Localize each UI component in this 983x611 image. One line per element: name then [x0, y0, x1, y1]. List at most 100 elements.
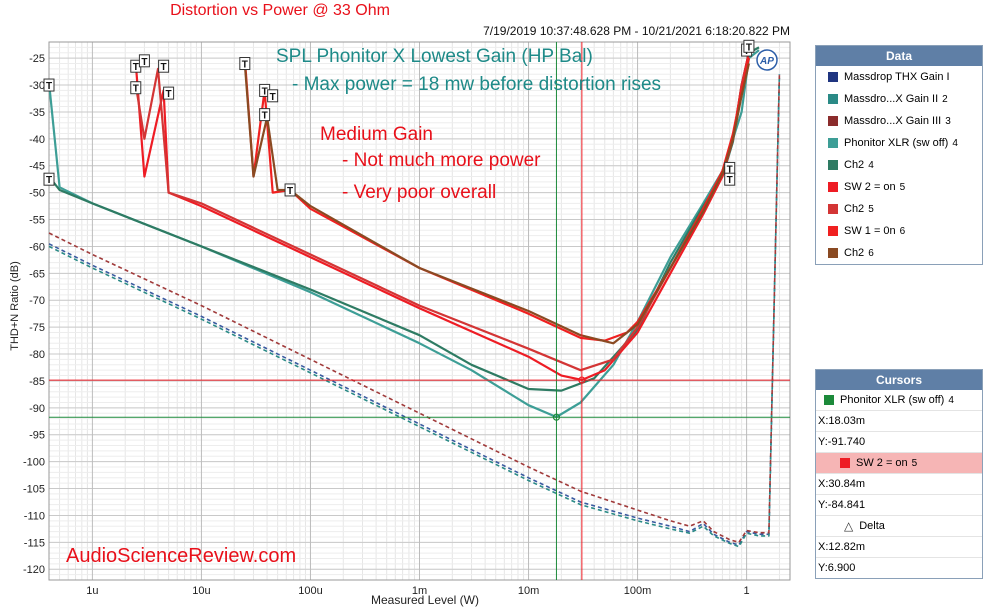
cursor-2-row[interactable]: SW 2 = on 5	[816, 453, 982, 474]
y-tick-label: -90	[29, 403, 45, 415]
legend-item[interactable]: Massdro...X Gain II 2	[816, 88, 982, 110]
y-tick-label: -100	[23, 457, 45, 469]
delta-icon: △	[844, 519, 854, 533]
grid	[48, 41, 790, 581]
threshold-marker-label: T	[727, 164, 733, 175]
x-tick-label: 1u	[86, 585, 98, 597]
cursor-1-num: 4	[948, 394, 954, 406]
y-tick-label: -50	[29, 188, 45, 200]
annotation-red-3: - Very poor overall	[342, 182, 497, 203]
threshold-marker-label: T	[262, 111, 268, 122]
threshold-marker	[43, 172, 55, 186]
legend-item[interactable]: Massdro...X Gain III 3	[816, 110, 982, 132]
cursor-2-x: X:30.84m	[816, 474, 982, 495]
y-tick-label: -60	[29, 241, 45, 253]
y-tick-label: -105	[23, 484, 45, 496]
series-line	[48, 74, 781, 544]
legend-swatch	[828, 204, 838, 214]
legend-number: 5	[899, 181, 906, 193]
annotation-teal-1: SPL Phonitor X Lowest Gain (HP Bal)	[276, 46, 593, 67]
cursor-1-row[interactable]: Phonitor XLR (sw off) 4	[816, 390, 982, 411]
timestamp: 7/19/2019 10:37:48.628 PM - 10/21/2021 6…	[483, 24, 790, 38]
ap-logo-text: AP	[759, 56, 774, 67]
series-line	[48, 74, 781, 548]
legend-swatch	[828, 160, 838, 170]
legend-label: Massdro...X Gain II	[844, 93, 939, 105]
legend-number: 4	[952, 137, 958, 149]
legend-label: Ch2	[844, 247, 865, 259]
plot-frame	[48, 41, 791, 581]
legend-item[interactable]: Massdrop THX Gain I	[816, 66, 982, 88]
legend-item[interactable]: Ch2 4	[816, 154, 982, 176]
annotation-red-2: - Not much more power	[342, 150, 541, 171]
delta-name: Delta	[859, 520, 885, 532]
legend-number: 5	[868, 203, 874, 215]
cursor-1-swatch	[824, 395, 834, 405]
legend-swatch	[828, 226, 838, 236]
threshold-marker-label: T	[133, 62, 139, 73]
legend-label: Ch2	[844, 159, 865, 171]
y-tick-label: -75	[29, 322, 45, 334]
y-tick-label: -85	[29, 376, 45, 388]
series-line	[47, 49, 760, 419]
threshold-marker-label: T	[46, 175, 52, 186]
cursor-1-y: Y:-91.740	[816, 432, 982, 453]
legend-label: Massdrop THX Gain I	[844, 71, 950, 83]
threshold-marker	[158, 59, 170, 73]
threshold-marker-label: T	[46, 81, 52, 92]
x-tick-label: 1	[744, 585, 750, 597]
threshold-marker-label: T	[746, 42, 752, 53]
cursors-title: Cursors	[816, 370, 982, 390]
series-line	[48, 46, 760, 392]
cursor-2-swatch	[840, 458, 850, 468]
y-tick-label: -115	[24, 537, 45, 549]
annotation-teal-2: - Max power = 18 mw before distortion ri…	[292, 74, 662, 95]
threshold-marker	[259, 108, 271, 122]
y-tick-label: -55	[29, 215, 45, 227]
x-tick-label: 10m	[518, 585, 539, 597]
series-line	[48, 74, 781, 546]
legend-label: SW 2 = on	[844, 181, 896, 193]
threshold-marker-label: T	[287, 186, 293, 197]
legend-panel: Data Massdrop THX Gain I Massdro...X Gain…	[815, 45, 983, 265]
threshold-marker	[267, 89, 279, 103]
cursor-1-x: X:18.03m	[816, 411, 982, 432]
chart-title: Distortion vs Power @ 33 Ohm	[170, 2, 390, 19]
watermark-text: AudioScienceReview.com	[66, 545, 297, 567]
delta-x: X:12.82m	[816, 537, 982, 558]
legend-item[interactable]: SW 1 = 0n 6	[816, 220, 982, 242]
ap-logo: AP	[756, 49, 778, 71]
cursor-lines	[49, 42, 790, 580]
y-tick-label: -120	[23, 564, 45, 576]
legend-item[interactable]: Ch2 6	[816, 242, 982, 264]
legend-number: 4	[868, 159, 874, 171]
threshold-marker-label: T	[262, 86, 268, 97]
cursor-2-num: 5	[911, 457, 918, 469]
cursor-point	[578, 376, 586, 384]
threshold-marker-label: T	[133, 84, 139, 95]
y-tick-label: -95	[29, 430, 45, 442]
legend-label: SW 1 = 0n	[844, 225, 896, 237]
x-tick-label: 10u	[192, 585, 210, 597]
markers: TTTTTTTTTTTTTTTT	[43, 39, 755, 197]
y-tick-label: -110	[24, 510, 45, 522]
legend-title: Data	[816, 46, 982, 66]
y-tick-label: -30	[29, 80, 45, 92]
legend-number: 6	[868, 247, 874, 259]
legend-item[interactable]: Ch2 5	[816, 198, 982, 220]
legend-item[interactable]: SW 2 = on 5	[816, 176, 982, 198]
legend-swatch	[828, 138, 838, 148]
y-tick-label: -40	[29, 134, 45, 146]
legend-number: 2	[942, 93, 948, 105]
x-tick-label: 100m	[624, 585, 652, 597]
threshold-marker-label: T	[161, 62, 167, 73]
cursor-2-y: Y:-84.841	[816, 495, 982, 516]
threshold-marker	[130, 81, 142, 95]
cursor-2-name: SW 2 = on	[856, 457, 908, 469]
delta-row[interactable]: △ Delta	[816, 516, 982, 537]
legend-item[interactable]: Phonitor XLR (sw off) 4	[816, 132, 982, 154]
delta-y: Y:6.900	[818, 562, 856, 574]
threshold-marker-label: T	[727, 175, 733, 186]
threshold-marker	[138, 54, 150, 68]
